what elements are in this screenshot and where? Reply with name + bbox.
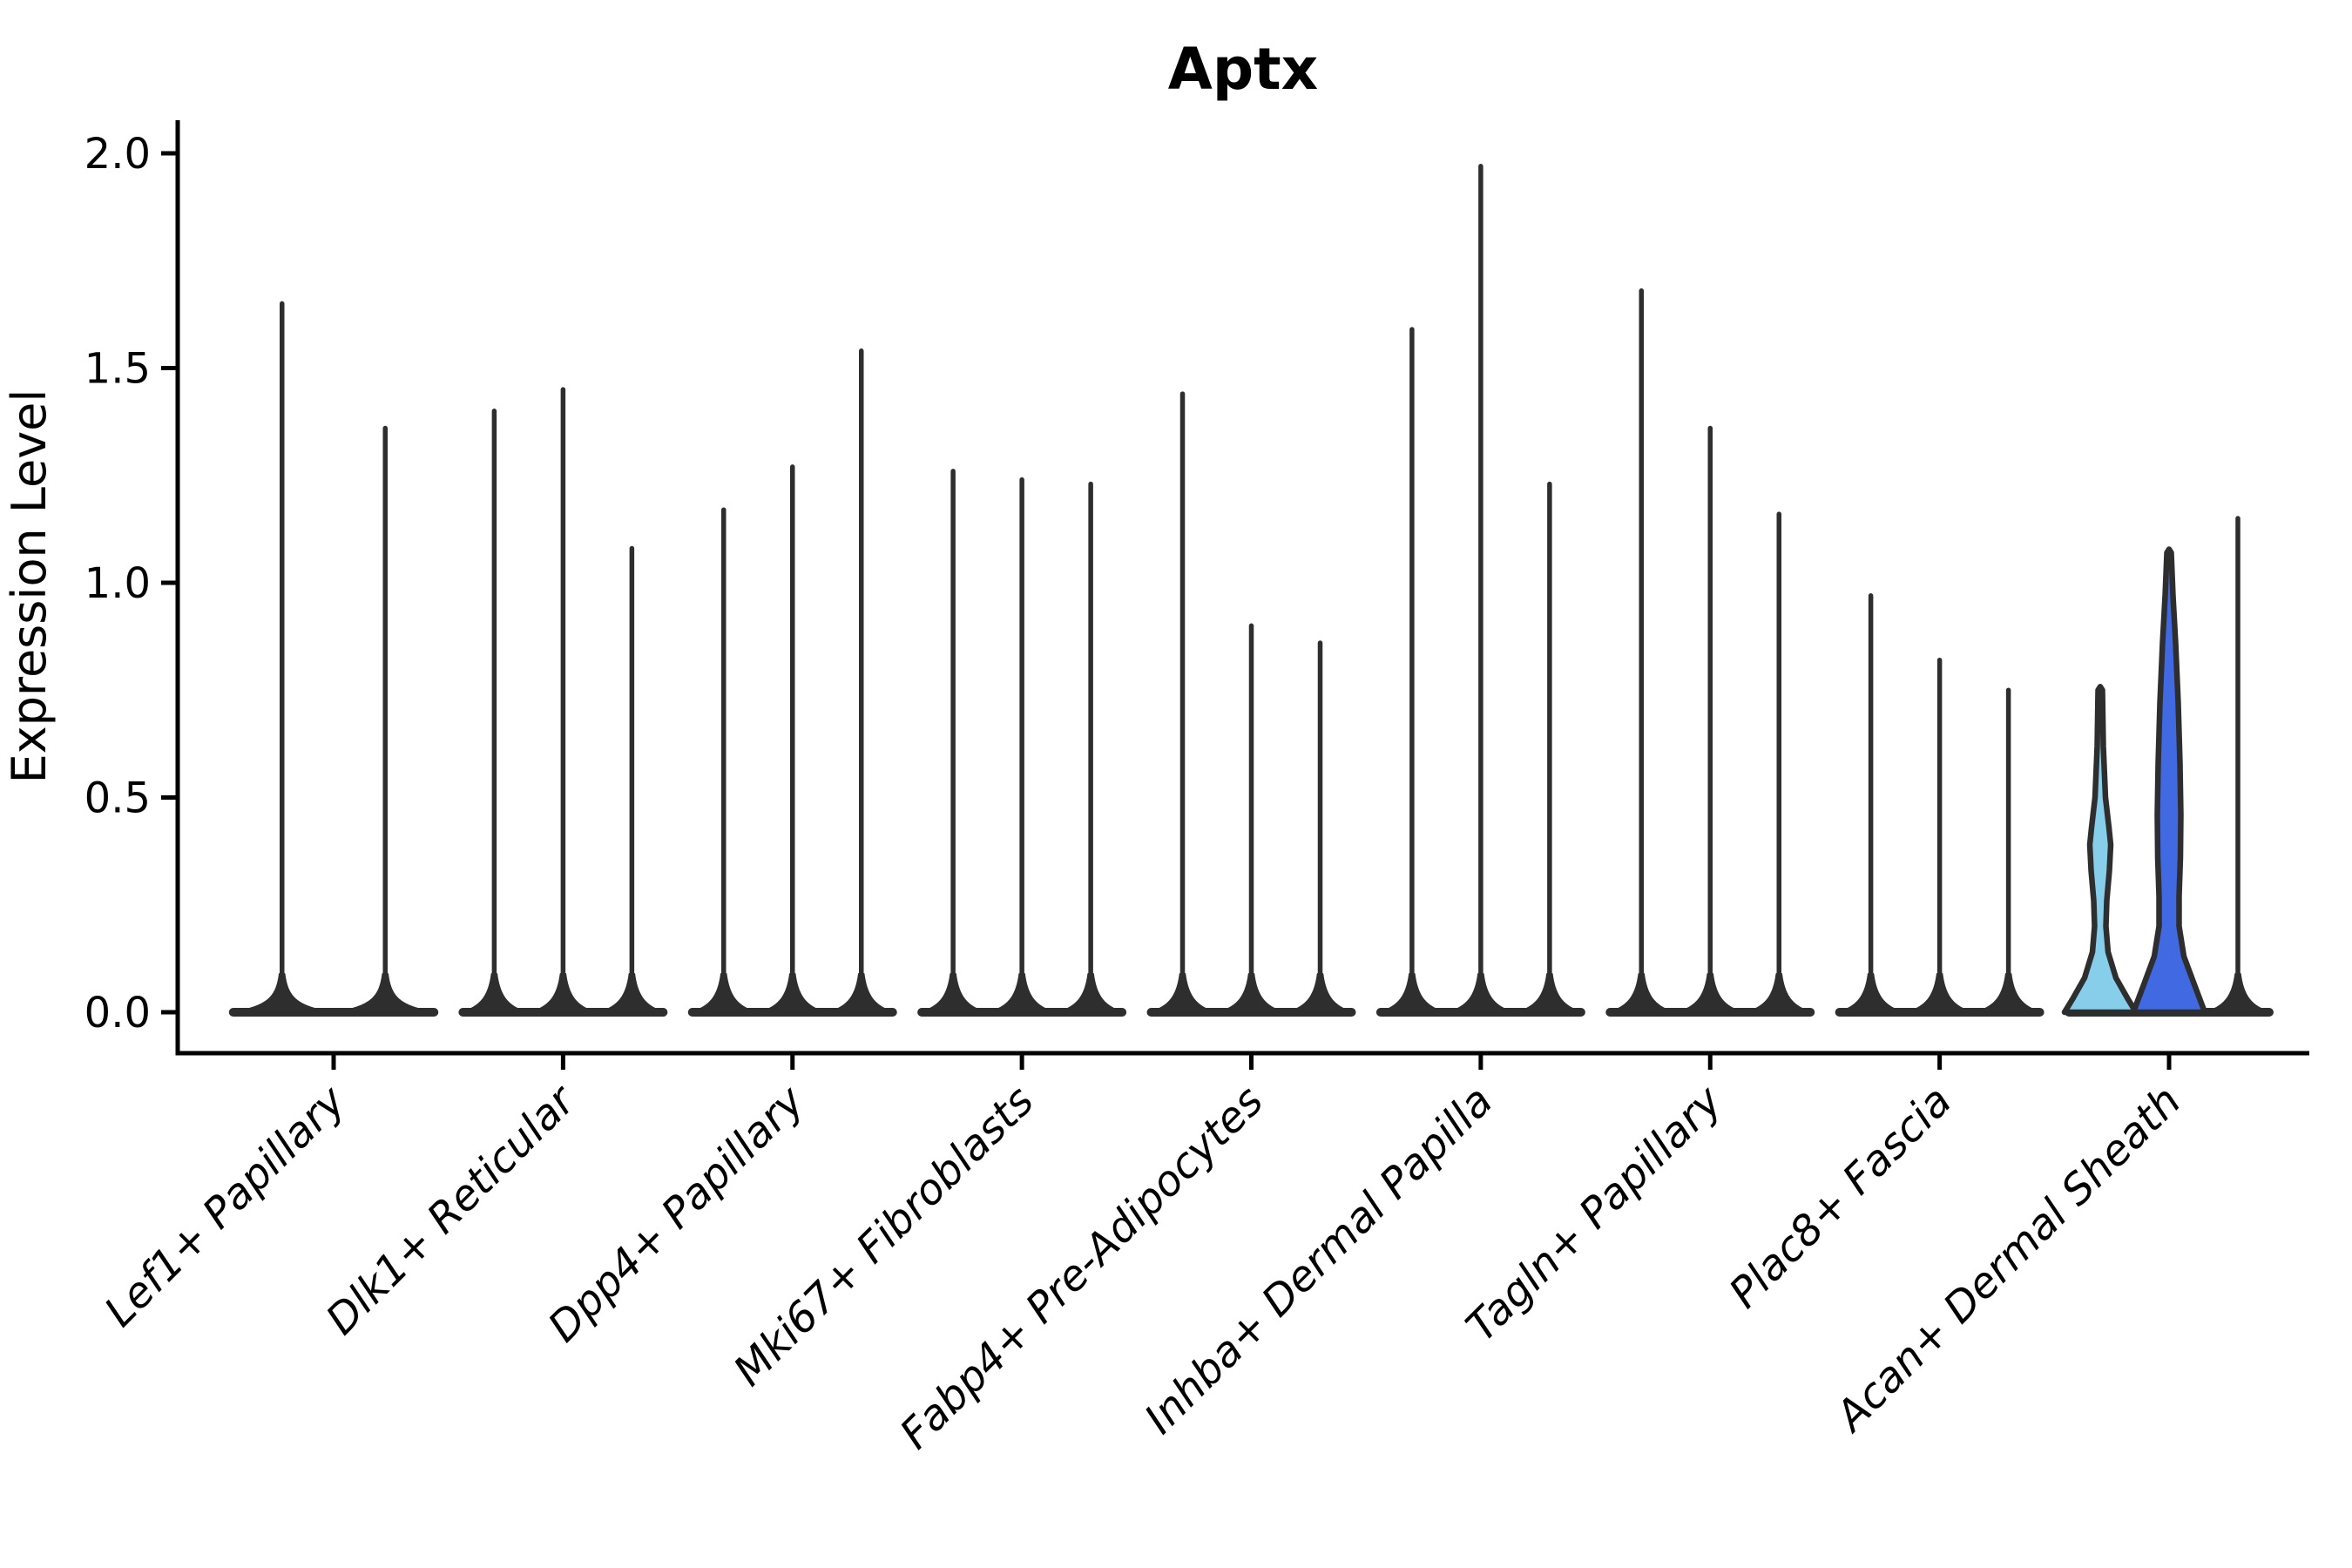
violin-highlighted — [2130, 546, 2208, 1016]
violin-base-flare — [1608, 973, 1675, 1013]
violin-base-flare — [1906, 973, 1973, 1013]
violin-base-flare — [1378, 973, 1445, 1013]
x-tick-label: Fabp4+ Pre-Adipocytes — [890, 1077, 1273, 1459]
y-tick-label: 2.0 — [84, 130, 151, 179]
y-tick-label: 0.0 — [84, 989, 151, 1037]
tick-marks — [161, 151, 2172, 1070]
violin-base-flare — [1746, 973, 1813, 1013]
y-tick-label: 1.0 — [84, 559, 151, 608]
violin-base-flare — [1447, 973, 1514, 1013]
violin-base-flare — [828, 973, 895, 1013]
violin-base-flare — [1149, 973, 1216, 1013]
x-tick-label: Tagln+ Papillary — [1457, 1076, 1733, 1351]
violin-base-flare — [335, 973, 436, 1013]
violin-base-flare — [1975, 973, 2042, 1013]
y-tick-label: 1.5 — [84, 345, 151, 394]
violin-base-flare — [2205, 973, 2271, 1013]
x-tick-label: Plac8+ Fascia — [1720, 1077, 1961, 1318]
x-tick-label: Dpp4+ Papillary — [539, 1076, 814, 1351]
violin-base-flare — [1218, 973, 1285, 1013]
violin-base-flare — [920, 973, 987, 1013]
y-axis-label: Expression Level — [2, 389, 57, 784]
violin-base-flare — [759, 973, 826, 1013]
violin-base-flare — [1516, 973, 1583, 1013]
violin-base-flare — [1677, 973, 1744, 1013]
chart-title: Aptx — [1168, 36, 1318, 103]
violin-base-flare — [989, 973, 1056, 1013]
violin-base-flare — [1058, 973, 1125, 1013]
violin-base-flare — [690, 973, 757, 1013]
violin-highlighted — [2061, 684, 2139, 1016]
violin-base-flare — [530, 973, 597, 1013]
violin-base-flare — [1287, 973, 1354, 1013]
violin-base-flare — [1837, 973, 1904, 1013]
y-tick-label: 0.5 — [84, 774, 151, 823]
violin-base-flare — [598, 973, 666, 1013]
x-tick-label: Lef1+ Papillary — [95, 1076, 355, 1336]
violin-base-flare — [461, 973, 528, 1013]
x-tick-label: Dlk1+ Reticular — [317, 1075, 587, 1345]
violin-base-flare — [231, 973, 333, 1013]
axes — [175, 120, 2309, 1056]
violins — [231, 164, 2271, 1016]
